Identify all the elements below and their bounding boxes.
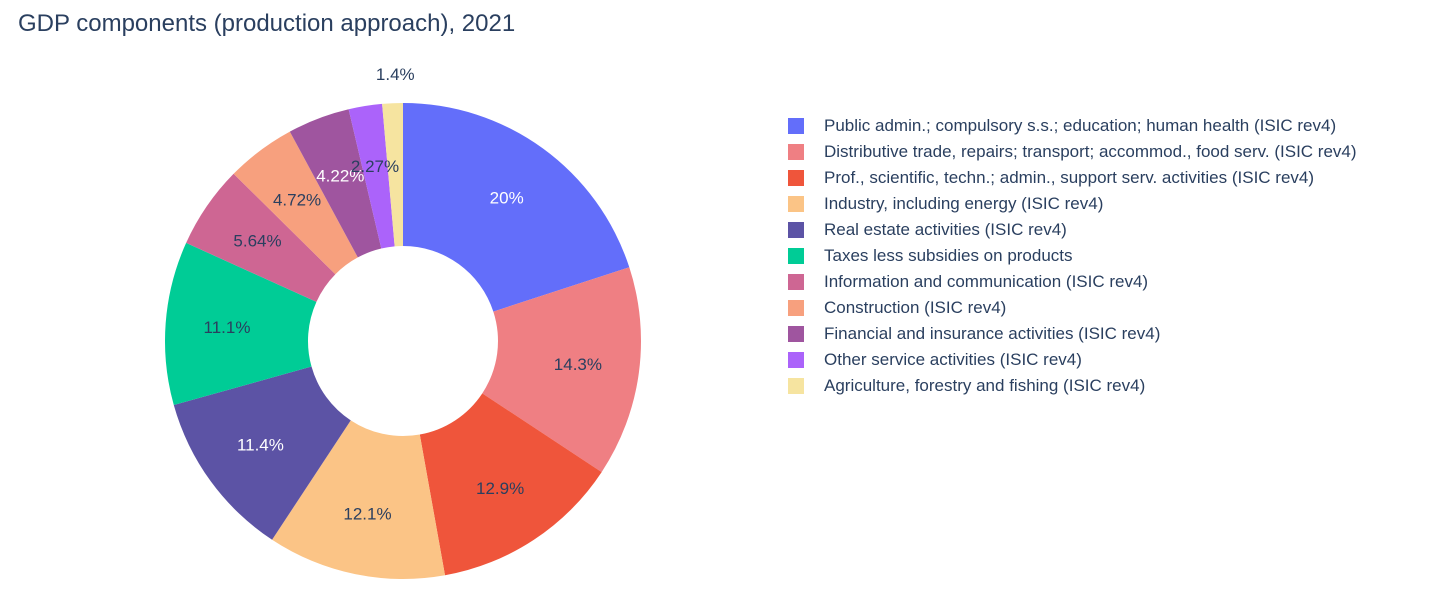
legend-item[interactable]: Industry, including energy (ISIC rev4)	[788, 191, 1357, 217]
slice-labels-group: 20% 14.3% 12.9% 12.1% 11.4% 11.1% 5.64% 4.72% 4.…	[204, 65, 602, 524]
legend-item[interactable]: Taxes less subsidies on products	[788, 243, 1357, 269]
legend-swatch	[788, 300, 804, 316]
legend-label: Financial and insurance activities (ISIC…	[824, 324, 1161, 343]
legend-label: Other service activities (ISIC rev4)	[824, 350, 1082, 369]
legend-item[interactable]: Construction (ISIC rev4)	[788, 295, 1357, 321]
legend-swatch	[788, 248, 804, 264]
legend-item[interactable]: Public admin.; compulsory s.s.; educatio…	[788, 113, 1357, 139]
legend-swatch	[788, 352, 804, 368]
legend-item[interactable]: Financial and insurance activities (ISIC…	[788, 321, 1357, 347]
legend-swatch	[788, 196, 804, 212]
slice-percent-label: 14.3%	[554, 355, 602, 374]
legend-label: Agriculture, forestry and fishing (ISIC …	[824, 376, 1146, 395]
slice-percent-label: 4.22%	[316, 167, 364, 186]
legend-swatch	[788, 274, 804, 290]
legend-label: Distributive trade, repairs; transport; …	[824, 142, 1357, 161]
chart-title: GDP components (production approach), 20…	[18, 10, 516, 37]
slice-percent-label: 20%	[490, 189, 524, 208]
slice-percent-label: 12.1%	[343, 504, 391, 523]
slices-group	[165, 103, 642, 580]
slice-percent-label: 11.1%	[204, 318, 251, 337]
legend-swatch	[788, 144, 804, 160]
legend-item[interactable]: Real estate activities (ISIC rev4)	[788, 217, 1357, 243]
pie-slice[interactable]	[403, 103, 630, 312]
legend: Public admin.; compulsory s.s.; educatio…	[788, 113, 1357, 399]
legend-swatch	[788, 378, 804, 394]
legend-label: Prof., scientific, techn.; admin., suppo…	[824, 168, 1315, 187]
pie-slice[interactable]	[419, 393, 602, 576]
legend-swatch	[788, 326, 804, 342]
slice-percent-label: 2.27%	[351, 157, 399, 176]
legend-swatch	[788, 170, 804, 186]
legend-swatch	[788, 118, 804, 134]
pie-slice[interactable]	[382, 103, 403, 247]
legend-item[interactable]: Information and communication (ISIC rev4…	[788, 269, 1357, 295]
legend-label: Information and communication (ISIC rev4…	[824, 272, 1149, 291]
legend-label: Industry, including energy (ISIC rev4)	[824, 194, 1104, 213]
slice-percent-label: 11.4%	[237, 436, 284, 455]
donut-chart: 20% 14.3% 12.9% 12.1% 11.4% 11.1% 5.64% 4.72% 4.…	[165, 65, 642, 580]
legend-swatch	[788, 222, 804, 238]
legend-label: Taxes less subsidies on products	[824, 246, 1073, 265]
pie-slice[interactable]	[186, 173, 336, 302]
pie-slice[interactable]	[289, 109, 382, 258]
pie-slice[interactable]	[482, 267, 642, 473]
legend-label: Real estate activities (ISIC rev4)	[824, 220, 1067, 239]
legend-item[interactable]: Agriculture, forestry and fishing (ISIC …	[788, 373, 1357, 399]
pie-slice[interactable]	[272, 420, 446, 580]
legend-item[interactable]: Distributive trade, repairs; transport; …	[788, 139, 1357, 165]
slice-percent-label: 12.9%	[476, 479, 524, 498]
pie-slice[interactable]	[233, 131, 358, 275]
slice-percent-label: 5.64%	[233, 232, 281, 251]
pie-slice[interactable]	[173, 366, 351, 540]
pie-slice[interactable]	[165, 242, 317, 406]
slice-percent-label: 4.72%	[273, 190, 321, 209]
legend-label: Construction (ISIC rev4)	[824, 298, 1007, 317]
legend-item[interactable]: Prof., scientific, techn.; admin., suppo…	[788, 165, 1357, 191]
legend-label: Public admin.; compulsory s.s.; educatio…	[824, 116, 1337, 135]
slice-percent-label: 1.4%	[376, 65, 415, 84]
legend-item[interactable]: Other service activities (ISIC rev4)	[788, 347, 1357, 373]
pie-slice[interactable]	[348, 103, 395, 249]
